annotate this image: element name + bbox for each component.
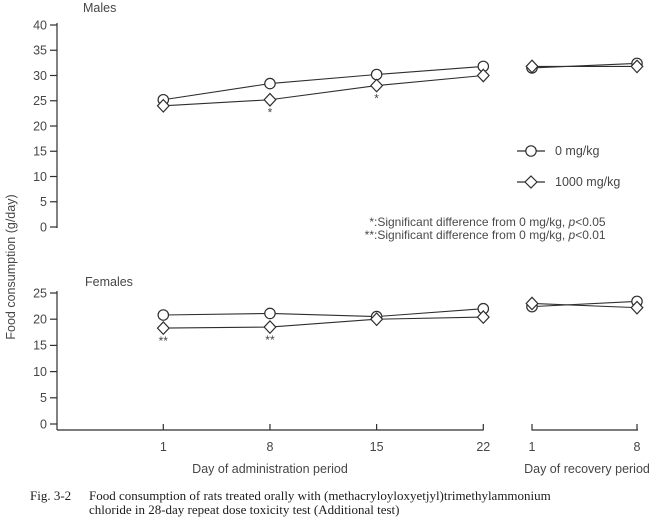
y-tick-label: 25 bbox=[33, 286, 47, 300]
y-tick-label: 25 bbox=[33, 94, 47, 108]
legend: 0 mg/kg 1000 mg/kg bbox=[517, 143, 620, 205]
note-star: * bbox=[369, 215, 374, 229]
figure-caption-text: Food consumption of rats treated orally … bbox=[89, 489, 551, 517]
y-tick-label: 15 bbox=[33, 145, 47, 159]
data-point-diamond bbox=[525, 59, 539, 74]
legend-item-0mgkg: 0 mg/kg bbox=[517, 143, 620, 159]
data-point-diamond bbox=[476, 310, 490, 325]
diamond-marker-icon bbox=[517, 175, 545, 189]
y-tick-label: 0 bbox=[40, 417, 47, 431]
significance-mark: * bbox=[268, 106, 273, 120]
data-point-circle bbox=[370, 68, 383, 81]
series-line-1000mgkg bbox=[163, 74, 484, 107]
series-line-0mgkg bbox=[531, 300, 638, 308]
y-tick-label: 35 bbox=[33, 44, 47, 58]
legend-label-0mgkg: 0 mg/kg bbox=[555, 144, 600, 158]
legend-label-1000mgkg: 1000 mg/kg bbox=[555, 175, 621, 189]
x-tick-label: 1 bbox=[529, 440, 536, 454]
x-axis-title-administration: Day of administration period bbox=[192, 462, 348, 476]
note-threshold: <0.05 bbox=[575, 215, 606, 229]
y-tick-label: 0 bbox=[40, 220, 47, 234]
data-point-diamond bbox=[156, 321, 170, 336]
x-axis-title-recovery: Day of recovery period bbox=[524, 462, 650, 476]
significance-mark: ** bbox=[159, 334, 169, 348]
data-point-diamond bbox=[630, 59, 644, 74]
series-line-1000mgkg bbox=[531, 302, 638, 309]
series-line-0mgkg bbox=[163, 65, 484, 101]
y-tick-label: 30 bbox=[33, 69, 47, 83]
y-tick-label: 40 bbox=[33, 18, 47, 32]
series-line-0mgkg bbox=[163, 308, 484, 318]
data-point-circle bbox=[157, 309, 170, 321]
y-tick-label: 10 bbox=[33, 365, 47, 379]
figure-number: Fig. 3-2 bbox=[30, 488, 72, 503]
y-tick-label: 5 bbox=[40, 195, 47, 209]
series-line-1000mgkg bbox=[163, 316, 484, 329]
significance-notes: *:Significant difference from 0 mg/kg, p… bbox=[357, 216, 606, 242]
data-point-diamond bbox=[370, 312, 384, 327]
note-p005: *:Significant difference from 0 mg/kg, p… bbox=[357, 215, 606, 229]
legend-item-1000mgkg: 1000 mg/kg bbox=[517, 174, 620, 190]
x-tick-label: 15 bbox=[370, 440, 384, 454]
caption-line-2: chloride in 28-day repeat dose toxicity … bbox=[89, 501, 400, 517]
note-text: :Significant difference from 0 mg/kg, bbox=[374, 215, 569, 229]
data-point-circle bbox=[264, 307, 276, 320]
y-tick-label: 20 bbox=[33, 119, 47, 133]
series-line-0mgkg bbox=[531, 62, 638, 69]
x-tick-label: 8 bbox=[266, 440, 273, 454]
x-tick-label: 22 bbox=[476, 440, 490, 454]
y-tick-label: 5 bbox=[40, 391, 47, 405]
circle-marker-icon bbox=[517, 145, 545, 157]
note-p001: **:Significant difference from 0 mg/kg, … bbox=[357, 229, 606, 242]
figure-caption: Fig. 3-2 Food consumption of rats treate… bbox=[30, 489, 551, 517]
panel-title-males: Males bbox=[83, 1, 117, 15]
data-point-diamond bbox=[370, 78, 384, 93]
data-point-diamond bbox=[630, 300, 644, 315]
y-axis-title: Food consumption (g/day) bbox=[4, 194, 18, 340]
significance-mark: * bbox=[374, 92, 379, 106]
x-tick-label: 1 bbox=[160, 440, 167, 454]
note-p-symbol: p bbox=[568, 228, 576, 242]
caption-line-1: Food consumption of rats treated orally … bbox=[89, 488, 551, 503]
data-point-circle bbox=[264, 77, 276, 90]
data-point-diamond bbox=[263, 319, 277, 335]
data-point-diamond bbox=[476, 68, 490, 83]
note-text: :Significant difference from 0 mg/kg, bbox=[374, 228, 569, 242]
y-tick-label: 20 bbox=[33, 313, 47, 327]
x-tick-label: 8 bbox=[634, 440, 641, 454]
y-tick-label: 10 bbox=[33, 170, 47, 184]
data-point-diamond bbox=[263, 92, 277, 107]
note-star: ** bbox=[364, 228, 374, 242]
note-threshold: <0.01 bbox=[575, 228, 606, 242]
panel-title-females: Females bbox=[85, 275, 133, 289]
data-point-diamond bbox=[156, 98, 170, 113]
note-p-symbol: p bbox=[568, 215, 576, 229]
significance-mark: ** bbox=[265, 333, 275, 347]
y-tick-label: 15 bbox=[33, 339, 47, 353]
data-point-diamond bbox=[525, 296, 539, 311]
